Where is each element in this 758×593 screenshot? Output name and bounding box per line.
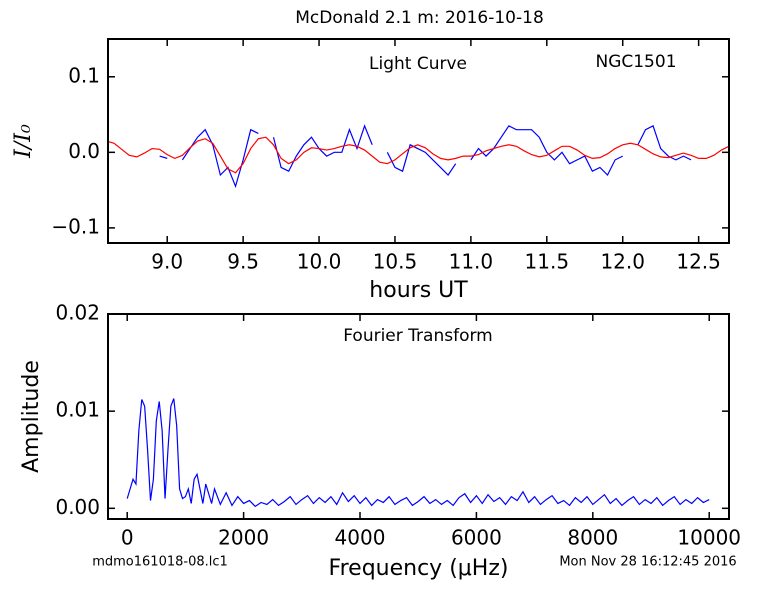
x-tick-label: 12.0 — [600, 250, 645, 274]
x-tick-label: 0 — [121, 526, 134, 550]
y-tick-label: 0.00 — [55, 495, 100, 519]
y-tick-label: 0.02 — [55, 301, 100, 325]
x-tick-label: 11.0 — [449, 250, 494, 274]
x-tick-label: 10.0 — [297, 250, 342, 274]
axes-frame — [107, 38, 730, 244]
annotation: NGC1501 — [595, 52, 676, 72]
footnote: mdmo161018-08.lc1 — [92, 555, 228, 570]
y-tick-label: −0.1 — [51, 214, 100, 238]
x-tick-label: 10000 — [677, 526, 741, 550]
axes-frame — [107, 313, 730, 520]
y-tick-label: 0.1 — [68, 63, 100, 87]
x-axis-label: hours UT — [369, 278, 468, 303]
x-tick-label: 10.5 — [373, 250, 418, 274]
x-tick-label: 9.0 — [151, 250, 183, 274]
x-tick-label: 12.5 — [676, 250, 721, 274]
x-tick-label: 6000 — [451, 526, 502, 550]
annotation: Light Curve — [369, 54, 467, 74]
footnote: Mon Nov 28 16:12:45 2016 — [559, 555, 736, 570]
chart-title: McDonald 2.1 m: 2016-10-18 — [295, 8, 544, 28]
x-tick-label: 4000 — [335, 526, 386, 550]
y-tick-label: 0.0 — [68, 139, 100, 163]
x-tick-label: 2000 — [218, 526, 269, 550]
data-line — [108, 136, 729, 174]
y-tick-label: 0.01 — [55, 398, 100, 422]
x-tick-label: 11.5 — [525, 250, 570, 274]
annotation: Fourier Transform — [343, 326, 492, 346]
data-line — [126, 398, 710, 508]
data-line — [159, 124, 692, 189]
x-tick-label: 9.5 — [227, 250, 259, 274]
y-axis-label: I/I₀ — [11, 124, 36, 159]
y-axis-label: Amplitude — [19, 360, 44, 473]
x-tick-label: 8000 — [567, 526, 618, 550]
x-axis-label: Frequency (μHz) — [329, 556, 509, 581]
